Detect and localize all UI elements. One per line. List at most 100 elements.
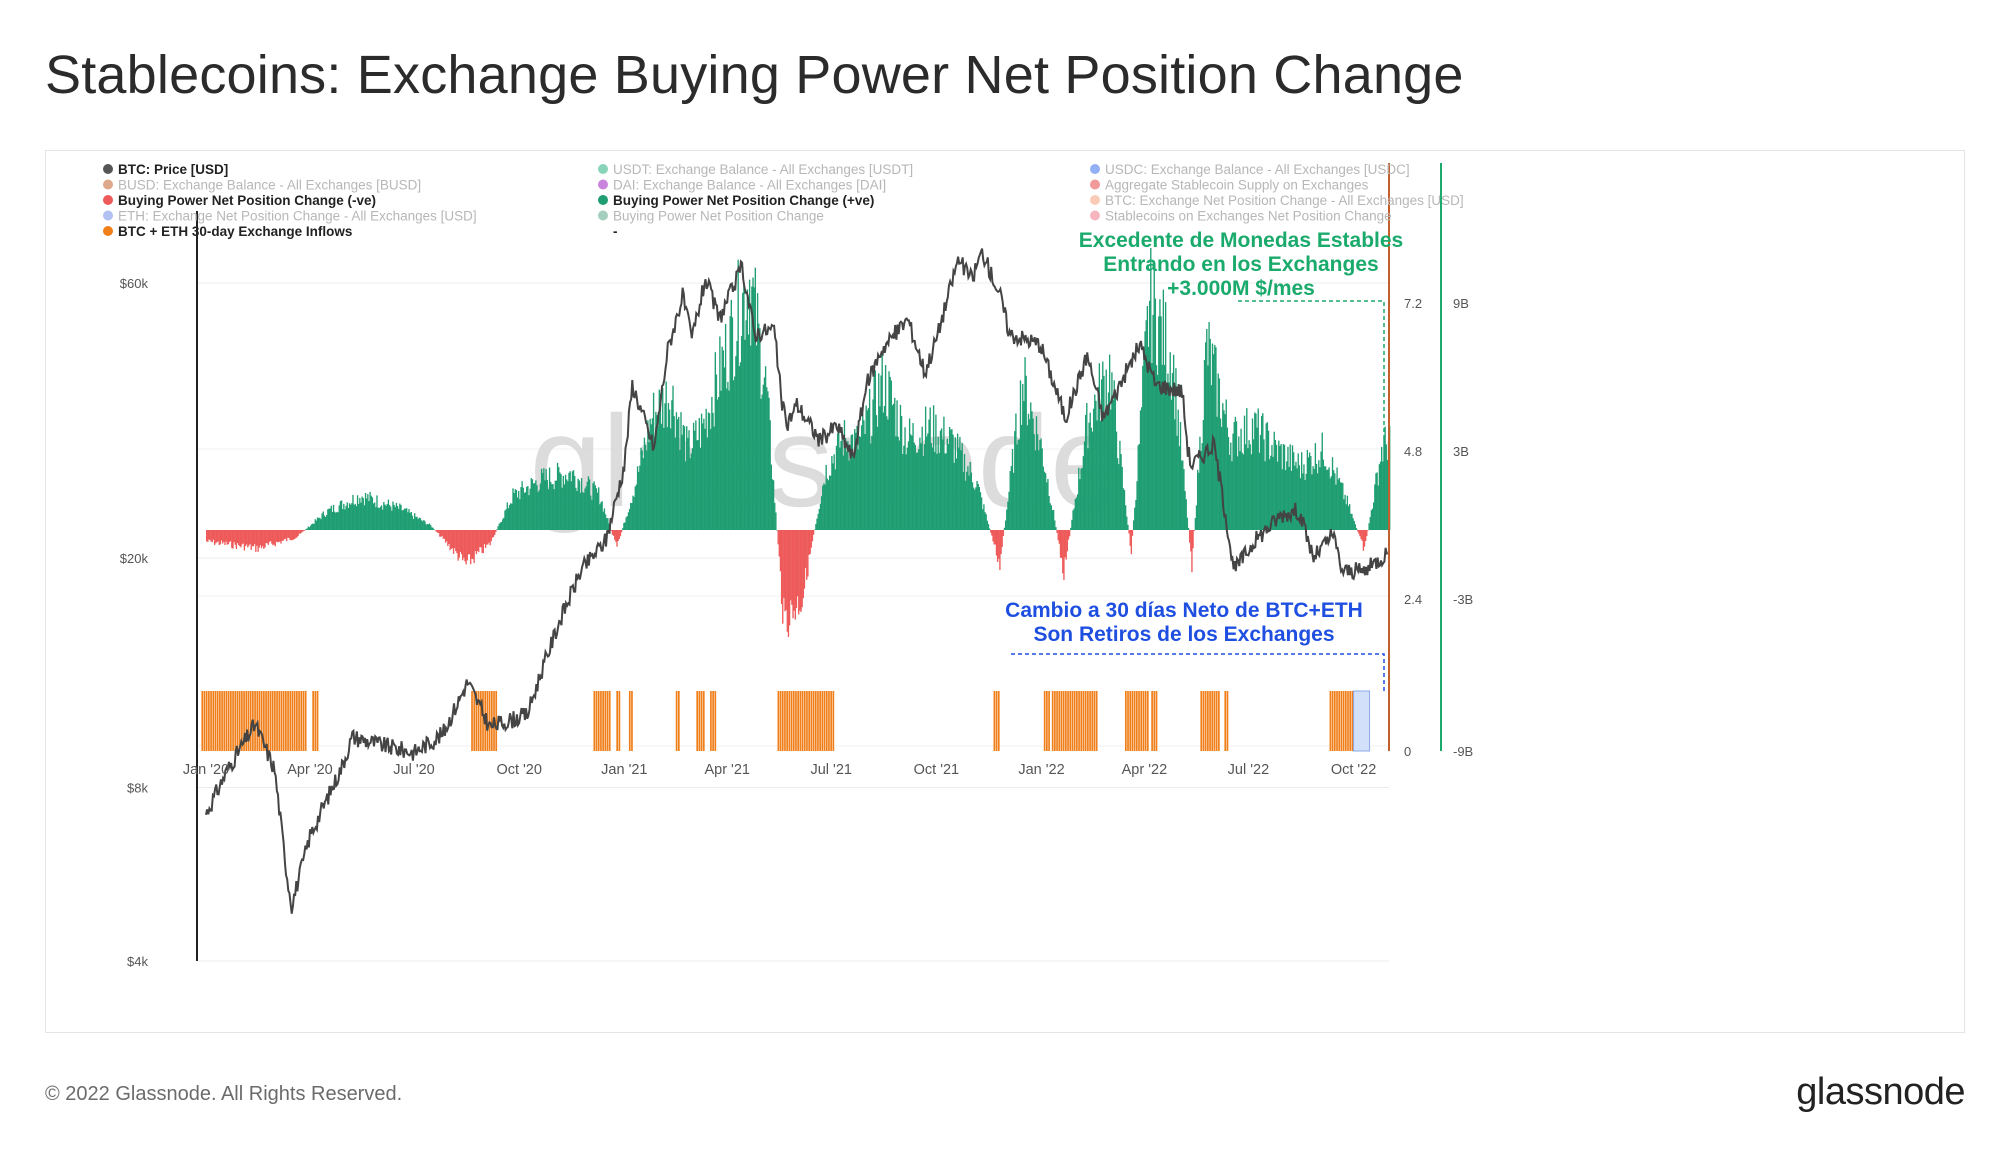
- bp-bar-negative: [296, 530, 298, 538]
- legend-marker[interactable]: [598, 195, 608, 205]
- bp-bar-positive: [1343, 499, 1345, 530]
- bp-bar-positive: [838, 425, 840, 530]
- inflow-bar: [265, 691, 267, 751]
- bp-bar-positive: [850, 434, 852, 530]
- legend-marker[interactable]: [103, 179, 113, 190]
- bp-bar-positive: [1215, 347, 1217, 530]
- bp-bar-negative: [242, 530, 244, 544]
- legend-marker[interactable]: [598, 179, 608, 190]
- bp-bar-negative: [214, 530, 216, 545]
- bp-bar-positive: [328, 508, 330, 530]
- inflow-bar: [1089, 691, 1091, 751]
- bp-bar-positive: [1158, 316, 1160, 530]
- bp-bar-positive: [1106, 404, 1109, 530]
- bp-bar-negative: [465, 530, 467, 565]
- bp-bar-positive: [1123, 490, 1126, 530]
- legend-marker[interactable]: [1090, 164, 1100, 174]
- bp-bar-negative: [809, 530, 811, 555]
- legend-marker[interactable]: [1090, 179, 1100, 190]
- bp-bar-positive: [764, 366, 767, 530]
- bp-bar-positive: [1368, 523, 1370, 530]
- legend-marker[interactable]: [1090, 210, 1100, 221]
- bp-bar-positive: [1260, 415, 1263, 530]
- bp-bar-positive: [1289, 444, 1291, 530]
- inflow-bar: [1071, 691, 1074, 751]
- bp-bar-positive: [625, 517, 627, 530]
- bp-bar-negative: [990, 530, 992, 533]
- bp-bar-positive: [961, 443, 963, 530]
- bp-bar-positive: [431, 527, 433, 530]
- bp-bar-positive: [1155, 365, 1158, 530]
- bp-bar-negative: [487, 530, 489, 545]
- bp-bar-negative: [457, 530, 459, 561]
- inflow-bar: [628, 691, 631, 751]
- bp-bar-positive: [1259, 434, 1262, 530]
- bp-bar-positive: [1174, 419, 1176, 530]
- legend-marker[interactable]: [598, 164, 608, 174]
- inflow-bar: [232, 691, 234, 751]
- bp-bar-positive: [947, 444, 950, 530]
- inflow-bar: [1124, 691, 1127, 751]
- bp-bar-positive: [874, 370, 877, 530]
- bp-bar-negative: [450, 530, 452, 549]
- bp-bar-positive: [1380, 446, 1383, 530]
- chart-canvas[interactable]: glassnode$4k$8k$20k$60k02.44.87.2-9B-3B3…: [46, 151, 1964, 1032]
- legend-marker[interactable]: [598, 210, 608, 221]
- inflow-bar: [997, 691, 1000, 751]
- bp-bar-negative: [778, 530, 780, 557]
- bp-bar-negative: [787, 530, 790, 637]
- bp-bar-positive: [1270, 455, 1272, 530]
- bp-bar-positive: [385, 505, 387, 530]
- bp-bar-negative: [275, 530, 278, 542]
- bp-bar-positive: [1208, 322, 1210, 530]
- bp-bar-positive: [894, 397, 896, 530]
- bp-bar-positive: [1145, 320, 1147, 530]
- bp-bar-positive: [1304, 479, 1306, 530]
- inflow-bar: [271, 691, 274, 751]
- bp-bar-negative: [1193, 530, 1195, 532]
- legend-marker[interactable]: [103, 226, 113, 236]
- bp-bar-positive: [362, 497, 364, 530]
- legend-marker[interactable]: [103, 164, 113, 174]
- bp-bar-positive: [1227, 436, 1230, 530]
- bp-bar-positive: [743, 283, 745, 530]
- inflow-bar: [490, 691, 493, 751]
- legend-marker[interactable]: [1090, 195, 1100, 205]
- legend-marker[interactable]: [103, 210, 113, 221]
- bp-bar-positive: [516, 497, 519, 530]
- bp-bar-positive: [1201, 443, 1203, 530]
- inflow-bar: [1043, 691, 1046, 751]
- inflow-bar: [1207, 691, 1209, 751]
- bp-bar-positive: [1244, 444, 1247, 530]
- bp-bar-positive: [691, 448, 694, 530]
- bp-bar-positive: [1271, 445, 1273, 530]
- bp-bar-positive: [1186, 517, 1189, 530]
- inflow-bar: [806, 691, 808, 751]
- inflow-bar: [212, 691, 215, 751]
- bp-bar-positive: [392, 501, 394, 530]
- bp-bar-positive: [1235, 421, 1238, 530]
- bp-bar-positive: [1073, 508, 1075, 530]
- bp-bar-negative: [266, 530, 268, 544]
- bp-bar-positive: [748, 279, 751, 530]
- bp-bar-positive: [1079, 479, 1081, 530]
- bp-bar-positive: [1240, 428, 1242, 530]
- btc-price-line: [205, 248, 1388, 914]
- legend-marker[interactable]: [103, 195, 113, 205]
- bp-bar-positive: [1022, 383, 1024, 530]
- bp-bar-negative: [1060, 530, 1063, 559]
- bp-bar-positive: [1353, 520, 1355, 530]
- bp-bar-positive: [562, 475, 564, 530]
- inflow-bar: [698, 691, 701, 751]
- bp-bar-positive: [1222, 403, 1224, 530]
- bp-bar-negative: [297, 530, 299, 537]
- bp-bar-negative: [1130, 530, 1133, 555]
- bp-bar-positive: [578, 480, 580, 530]
- bp-bar-negative: [220, 530, 223, 541]
- bp-bar-negative: [796, 530, 799, 597]
- footer-copyright: © 2022 Glassnode. All Rights Reserved.: [45, 1083, 403, 1105]
- bp-bar-negative: [226, 530, 228, 545]
- inflow-bar: [1056, 691, 1058, 751]
- bp-bar-negative: [436, 530, 439, 533]
- bp-bar-positive: [1084, 414, 1087, 530]
